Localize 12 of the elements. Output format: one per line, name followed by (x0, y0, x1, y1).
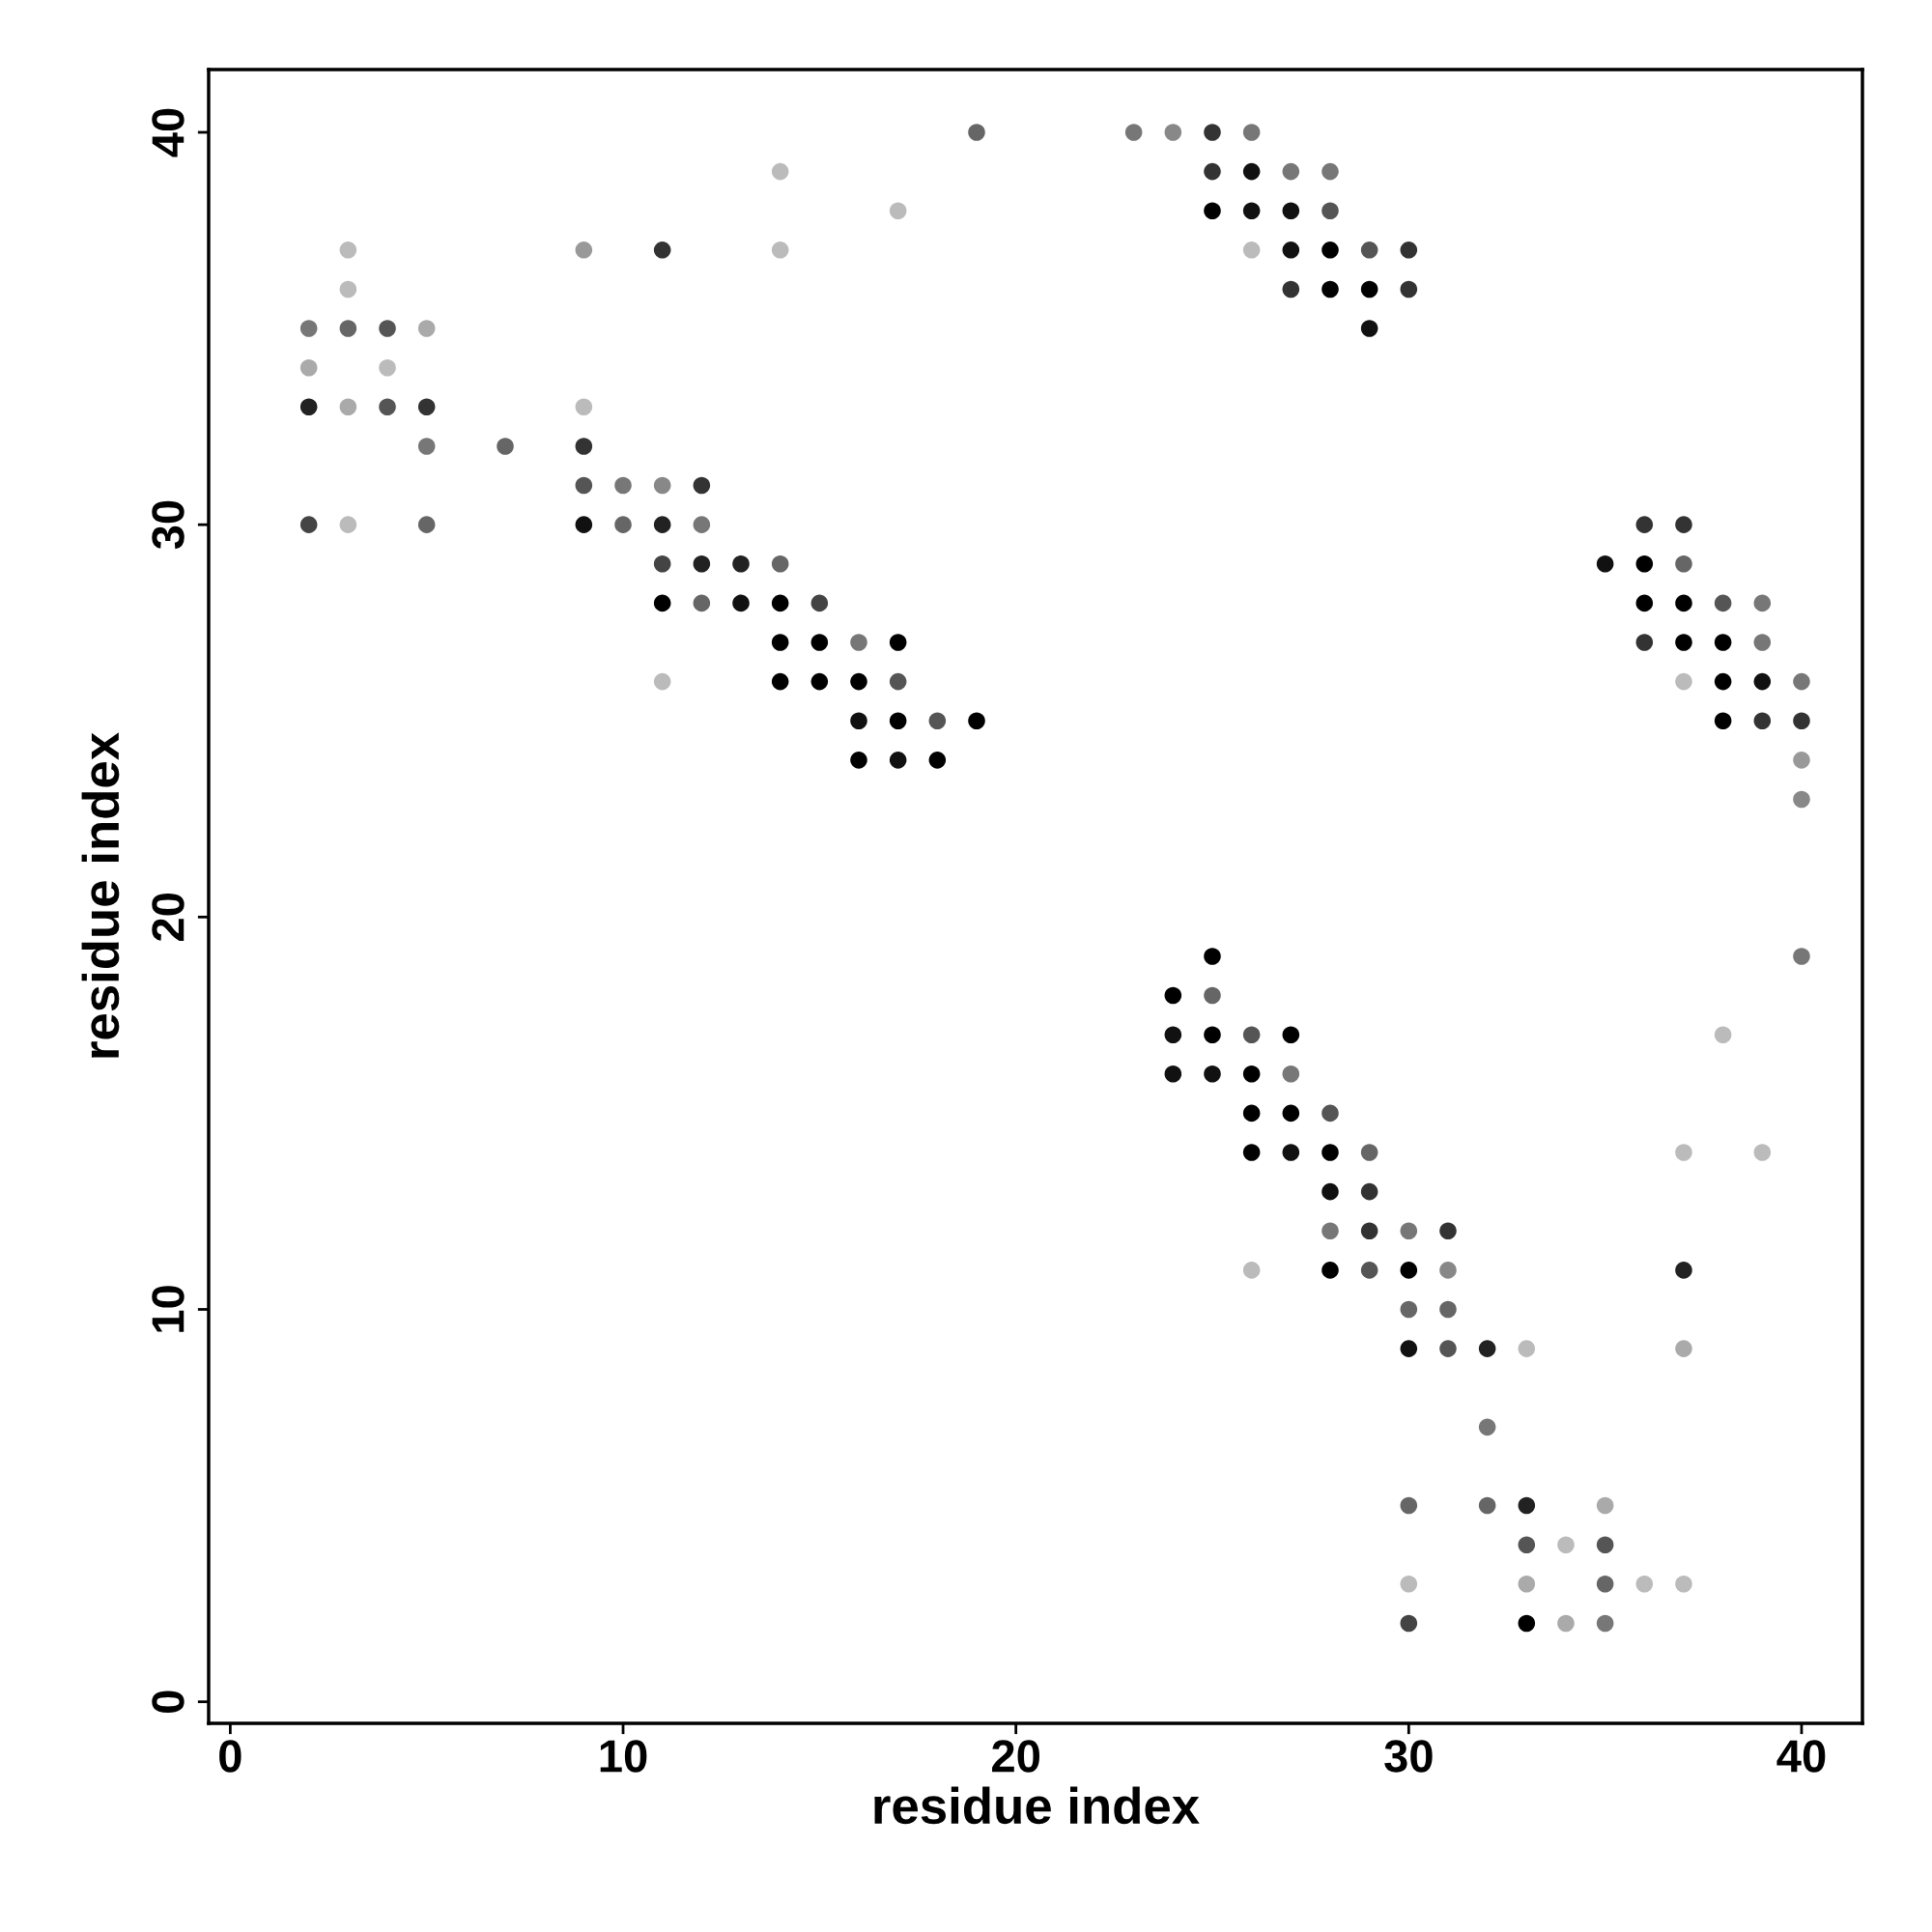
x-tick-label: 0 (219, 1740, 242, 1773)
y-tick-label: 20 (152, 893, 185, 941)
y-tick-label: 10 (152, 1286, 185, 1332)
x-tick-label: 10 (600, 1740, 647, 1773)
y-tick-label: 40 (152, 108, 185, 157)
x-tick-label: 30 (1384, 1740, 1433, 1773)
x-tick-label: 20 (992, 1740, 1039, 1773)
y-tick-label: 30 (152, 500, 185, 550)
y-tick-label: 0 (152, 1690, 185, 1713)
y-axis-title: residue index (81, 732, 120, 1058)
x-axis-title: residue index (874, 1786, 1200, 1825)
x-tick-label: 40 (1776, 1740, 1826, 1773)
